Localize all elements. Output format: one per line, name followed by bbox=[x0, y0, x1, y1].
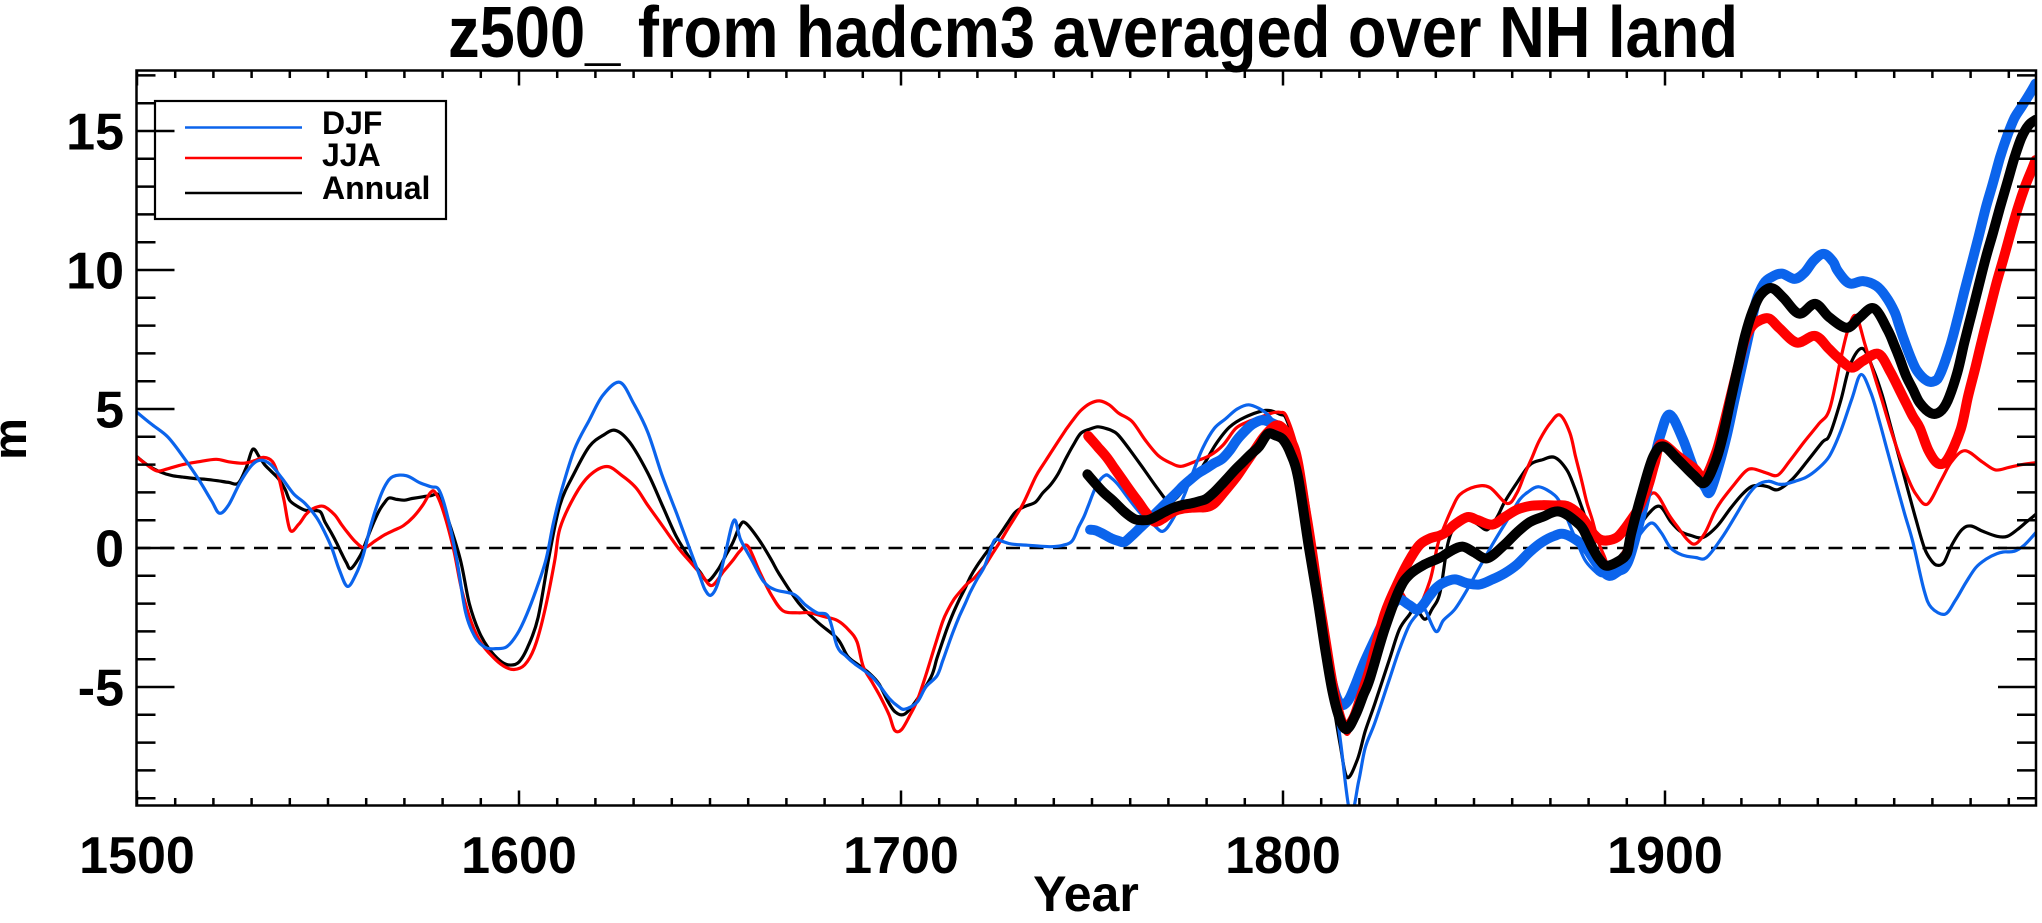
svg-text:-5: -5 bbox=[78, 660, 124, 718]
svg-text:0: 0 bbox=[95, 521, 124, 579]
svg-text:z500_ from hadcm3 averaged ove: z500_ from hadcm3 averaged over NH land bbox=[448, 0, 1738, 73]
svg-text:5: 5 bbox=[95, 382, 124, 440]
svg-text:1800: 1800 bbox=[1225, 827, 1341, 885]
svg-text:1700: 1700 bbox=[843, 827, 959, 885]
svg-text:10: 10 bbox=[66, 243, 124, 301]
svg-text:Annual: Annual bbox=[322, 170, 430, 206]
svg-text:15: 15 bbox=[66, 104, 124, 162]
svg-text:1600: 1600 bbox=[461, 827, 577, 885]
svg-text:1900: 1900 bbox=[1607, 827, 1723, 885]
svg-text:DJF: DJF bbox=[322, 105, 382, 141]
svg-text:Year: Year bbox=[1033, 866, 1139, 922]
svg-text:JJA: JJA bbox=[322, 137, 381, 173]
svg-text:m: m bbox=[0, 418, 36, 460]
svg-text:1500: 1500 bbox=[79, 827, 195, 885]
